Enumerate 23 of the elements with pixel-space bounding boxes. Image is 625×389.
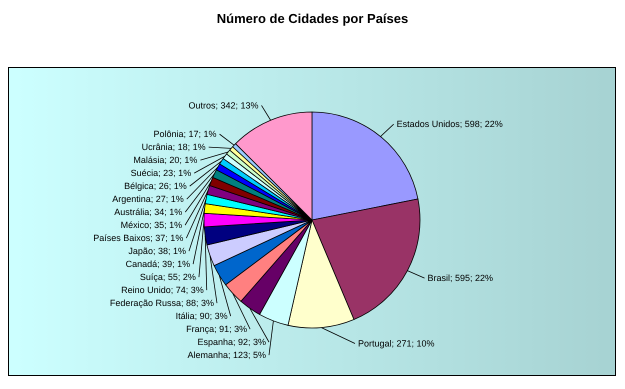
- slice-label: Malásia; 20; 1%: [133, 155, 198, 166]
- slice-label: Estados Unidos; 598; 22%: [396, 119, 503, 130]
- slice-label: Espanha; 92; 3%: [197, 337, 266, 348]
- slice-label: Outros; 342; 13%: [188, 100, 258, 110]
- slice-label: Reino Unido; 74; 3%: [121, 285, 204, 296]
- slice-label: México; 35; 1%: [120, 220, 182, 230]
- slice-label: Argentina; 27; 1%: [112, 194, 184, 204]
- slice-label: Ucrânia; 18; 1%: [142, 142, 206, 152]
- slice-label: Brasil; 595; 22%: [428, 273, 494, 284]
- slice-label: França; 91; 3%: [186, 324, 248, 334]
- slice-label: Canadá; 39; 1%: [126, 259, 190, 270]
- slice-label: Bélgica; 26; 1%: [124, 181, 187, 192]
- chart-title: Número de Cidades por Países: [216, 11, 408, 26]
- slice-label: Alemanha; 123; 5%: [187, 350, 266, 360]
- slice-label: Japão; 38; 1%: [128, 246, 186, 256]
- slice-label: Polônia; 17; 1%: [154, 129, 217, 140]
- slice-label: Austrália; 34; 1%: [114, 207, 182, 218]
- slice-label: Suíça; 55; 2%: [140, 272, 196, 282]
- slice-label: Federação Russa; 88; 3%: [110, 298, 214, 308]
- slice-label: Portugal; 271; 10%: [358, 338, 435, 349]
- slice-label: Itália; 90; 3%: [176, 311, 228, 322]
- slice-label: Países Baixos; 37; 1%: [93, 233, 184, 244]
- slice-label: Suécia; 23; 1%: [130, 168, 192, 178]
